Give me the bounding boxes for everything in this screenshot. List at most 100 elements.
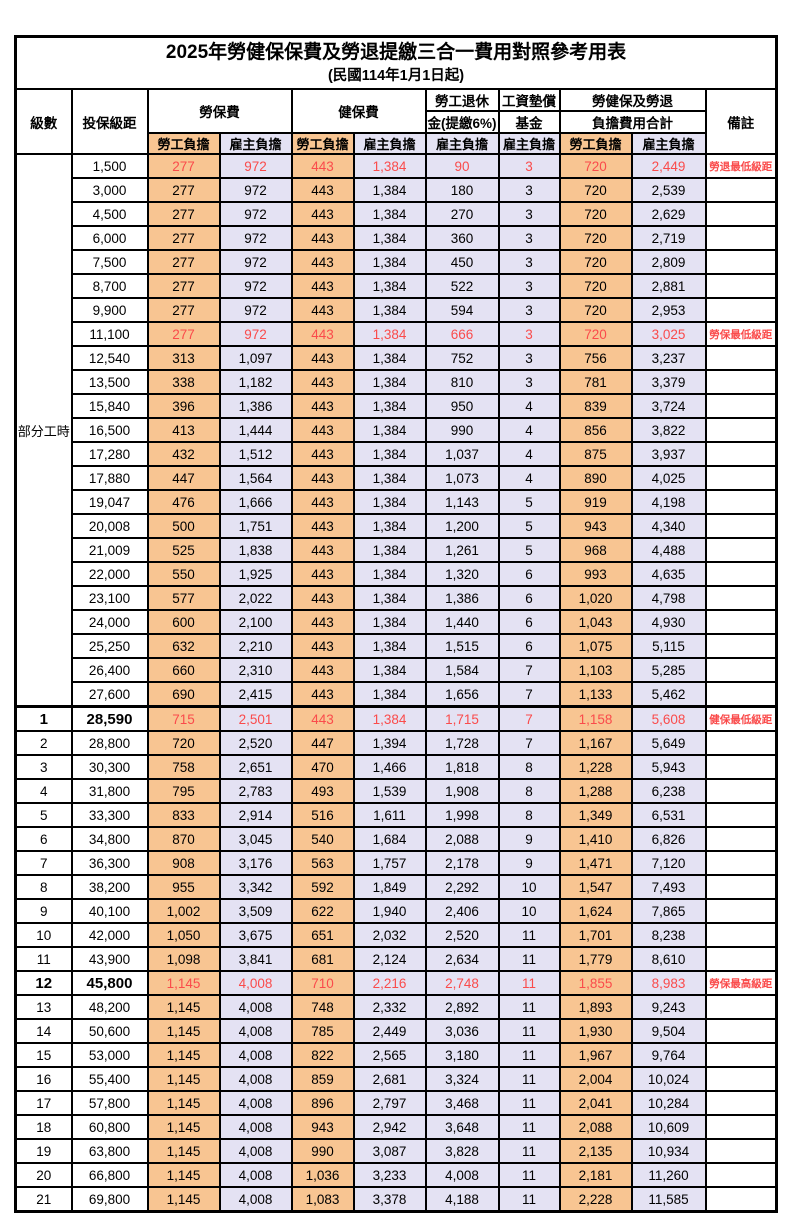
value-cell: 443 (290, 585, 355, 611)
value-cell: 443 (290, 417, 355, 443)
table-row: 17,880 447 1,564 443 1,384 1,073 4 890 4,025 (16, 465, 778, 491)
note-cell (704, 1138, 778, 1164)
note-cell (704, 850, 778, 876)
value-cell: 413 (146, 417, 221, 443)
value-cell: 3 (497, 297, 561, 323)
value-cell: 577 (146, 585, 221, 611)
value-cell: 2,088 (424, 826, 500, 852)
table-row: 13 48,200 1,145 4,008 748 2,332 2,892 11 1,893 9,… (14, 994, 778, 1020)
value-cell: 8 (497, 778, 561, 804)
value-cell: 11,260 (630, 1162, 707, 1188)
value-cell: 4,025 (630, 465, 707, 491)
value-cell: 2,942 (352, 1114, 427, 1140)
col-header-health-insurance: 健保費 (290, 88, 427, 134)
value-cell: 720 (558, 177, 633, 203)
value-cell: 447 (290, 730, 355, 756)
value-cell: 3,176 (218, 850, 293, 876)
value-cell: 1,751 (218, 513, 293, 539)
bracket-cell: 43,900 (70, 946, 149, 972)
table-row: 9 40,100 1,002 3,509 622 1,940 2,406 10 1,624 7,8… (14, 898, 778, 924)
note-cell (704, 922, 778, 948)
table-row: 4,500 277 972 443 1,384 270 3 720 2,629 (16, 201, 778, 227)
bracket-cell: 28,590 (70, 705, 149, 732)
value-cell: 870 (146, 826, 221, 852)
value-cell: 2,520 (424, 922, 500, 948)
value-cell: 1,043 (558, 609, 633, 635)
value-cell: 1,728 (424, 730, 500, 756)
value-cell: 550 (146, 561, 221, 587)
value-cell: 3,324 (424, 1066, 500, 1092)
value-cell: 3,724 (630, 393, 707, 419)
value-cell: 4,198 (630, 489, 707, 515)
value-cell: 856 (558, 417, 633, 443)
value-cell: 1,715 (424, 705, 500, 732)
value-cell: 4,008 (218, 1042, 293, 1068)
value-cell: 7 (497, 705, 561, 732)
value-cell: 720 (558, 249, 633, 275)
value-cell: 972 (218, 153, 293, 179)
value-cell: 277 (146, 321, 221, 347)
value-cell: 651 (290, 922, 355, 948)
value-cell: 8 (497, 754, 561, 780)
note-cell (704, 1186, 778, 1213)
value-cell: 270 (424, 201, 500, 227)
value-cell: 1,002 (146, 898, 221, 924)
value-cell: 7 (497, 730, 561, 756)
note-cell (704, 874, 778, 900)
note-cell (704, 633, 778, 659)
subheader-labor-worker: 勞工負擔 (146, 132, 221, 155)
value-cell: 600 (146, 609, 221, 635)
table-row: 7,500 277 972 443 1,384 450 3 720 2,809 (16, 249, 778, 275)
value-cell: 443 (290, 489, 355, 515)
level-cell: 18 (14, 1114, 73, 1140)
value-cell: 7,493 (630, 874, 707, 900)
level-cell: 15 (14, 1042, 73, 1068)
value-cell: 10,934 (630, 1138, 707, 1164)
value-cell: 3,036 (424, 1018, 500, 1044)
value-cell: 1,020 (558, 585, 633, 611)
value-cell: 4,635 (630, 561, 707, 587)
bracket-cell: 57,800 (70, 1090, 149, 1116)
value-cell: 720 (558, 153, 633, 179)
value-cell: 2,953 (630, 297, 707, 323)
value-cell: 1,097 (218, 345, 293, 371)
bracket-cell: 33,300 (70, 802, 149, 828)
note-cell (704, 1018, 778, 1044)
value-cell: 592 (290, 874, 355, 900)
bracket-cell: 16,500 (70, 417, 149, 443)
table-row: 4 31,800 795 2,783 493 1,539 1,908 8 1,288 6,238 (14, 778, 778, 804)
value-cell: 1,384 (352, 441, 427, 467)
value-cell: 972 (218, 177, 293, 203)
value-cell: 2,449 (630, 153, 707, 179)
value-cell: 3,675 (218, 922, 293, 948)
bracket-cell: 21,009 (70, 537, 149, 563)
value-cell: 822 (290, 1042, 355, 1068)
value-cell: 4,008 (218, 1138, 293, 1164)
table-row: 15,840 396 1,386 443 1,384 950 4 839 3,724 (16, 393, 778, 419)
subheader-labor-employer: 雇主負擔 (218, 132, 293, 155)
value-cell: 839 (558, 393, 633, 419)
value-cell: 1,757 (352, 850, 427, 876)
value-cell: 1,384 (352, 225, 427, 251)
value-cell: 896 (290, 1090, 355, 1116)
value-cell: 1,930 (558, 1018, 633, 1044)
value-cell: 993 (558, 561, 633, 587)
value-cell: 11 (497, 1114, 561, 1140)
value-cell: 2,415 (218, 681, 293, 708)
col-header-wagefund-line1: 工資墊償 (497, 88, 561, 112)
level-cell: 7 (14, 850, 73, 876)
value-cell: 1,182 (218, 369, 293, 395)
value-cell: 720 (558, 273, 633, 299)
note-cell (704, 489, 778, 515)
value-cell: 2,210 (218, 633, 293, 659)
bracket-cell: 34,800 (70, 826, 149, 852)
value-cell: 5,285 (630, 657, 707, 683)
value-cell: 943 (558, 513, 633, 539)
value-cell: 443 (290, 177, 355, 203)
value-cell: 1,384 (352, 297, 427, 323)
subheader-health-worker: 勞工負擔 (290, 132, 355, 155)
value-cell: 443 (290, 441, 355, 467)
note-cell: 健保最低級距 (704, 705, 778, 732)
header-row-2: 金(提繳6%) 基金 負擔費用合計 (16, 110, 777, 134)
value-cell: 1,384 (352, 321, 427, 347)
